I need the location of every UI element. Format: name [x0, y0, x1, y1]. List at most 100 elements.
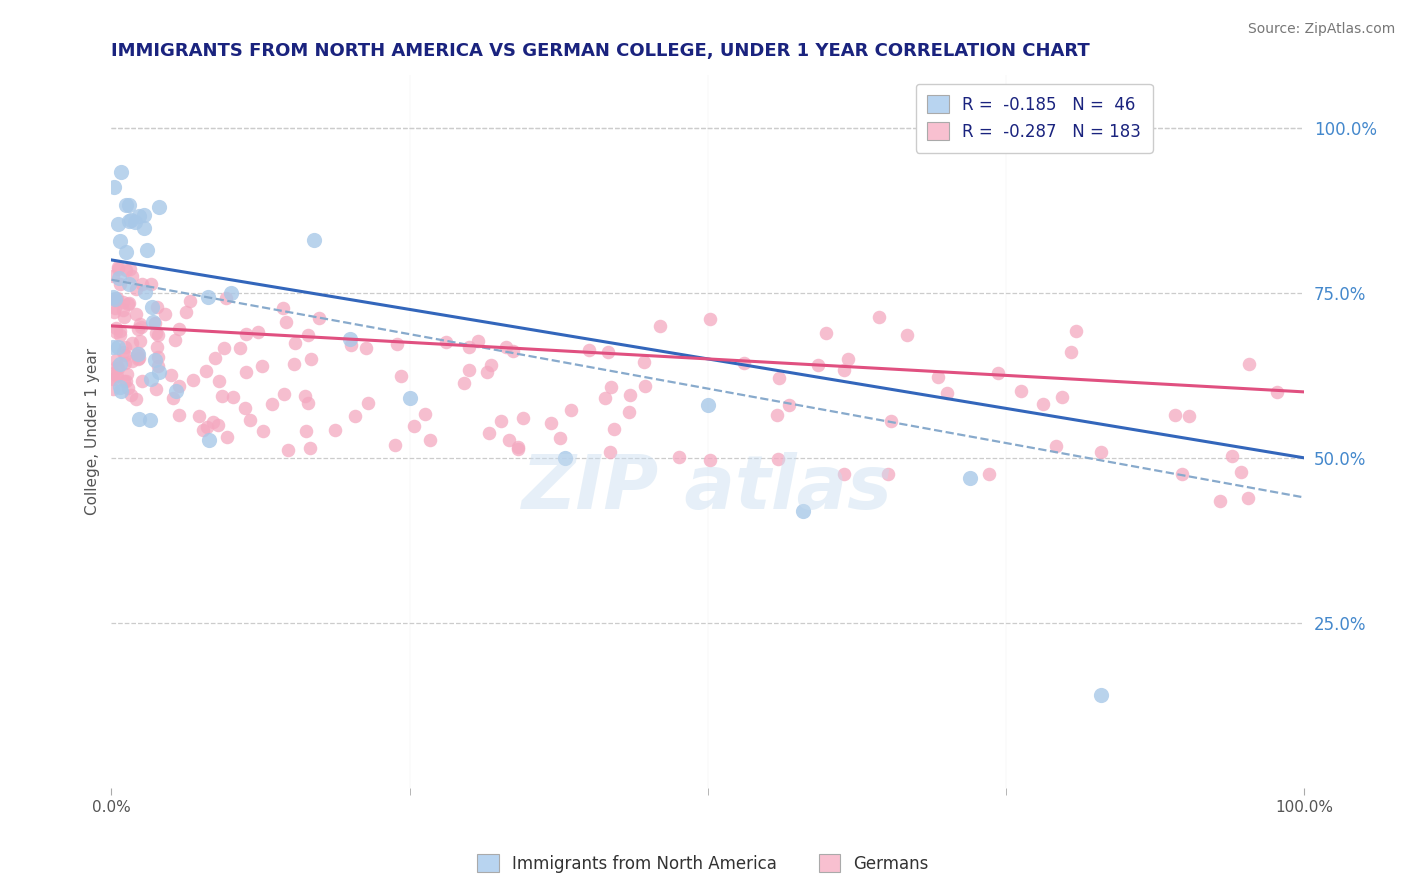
Point — [252, 425, 274, 439]
Point — [815, 326, 838, 341]
Point — [111, 295, 134, 310]
Point — [167, 408, 190, 422]
Point — [110, 324, 132, 338]
Point — [458, 340, 481, 354]
Point — [202, 415, 225, 429]
Point — [619, 388, 641, 402]
Point — [101, 340, 124, 354]
Point — [502, 344, 524, 359]
Point — [197, 290, 219, 304]
Point — [195, 364, 218, 378]
Point — [143, 316, 166, 330]
Point — [114, 244, 136, 259]
Point — [101, 372, 124, 386]
Point — [115, 263, 138, 277]
Point — [478, 426, 501, 441]
Point — [766, 451, 789, 466]
Point — [145, 382, 167, 396]
Point — [1236, 491, 1258, 505]
Point — [1171, 467, 1194, 482]
Point — [127, 322, 149, 336]
Point — [385, 337, 408, 351]
Point — [139, 277, 162, 291]
Legend: R =  -0.185   N =  46, R =  -0.287   N = 183: R = -0.185 N = 46, R = -0.287 N = 183 — [915, 84, 1153, 153]
Point — [273, 387, 295, 401]
Point — [120, 388, 142, 402]
Point — [308, 311, 330, 326]
Point — [1010, 384, 1032, 398]
Point — [896, 328, 918, 343]
Point — [179, 294, 201, 309]
Text: Source: ZipAtlas.com: Source: ZipAtlas.com — [1247, 22, 1395, 37]
Point — [398, 392, 420, 406]
Point — [107, 261, 129, 276]
Point — [419, 433, 441, 447]
Point — [121, 354, 143, 368]
Point — [880, 414, 903, 428]
Point — [1052, 390, 1074, 404]
Text: IMMIGRANTS FROM NORTH AMERICA VS GERMAN COLLEGE, UNDER 1 YEAR CORRELATION CHART: IMMIGRANTS FROM NORTH AMERICA VS GERMAN … — [111, 42, 1090, 60]
Point — [131, 374, 153, 388]
Point — [1032, 397, 1054, 411]
Point — [599, 379, 621, 393]
Point — [112, 374, 135, 388]
Point — [458, 363, 481, 377]
Point — [297, 328, 319, 343]
Point — [136, 244, 159, 258]
Point — [125, 282, 148, 296]
Point — [118, 295, 141, 310]
Point — [134, 208, 156, 222]
Point — [139, 372, 162, 386]
Point — [146, 301, 169, 315]
Point — [959, 470, 981, 484]
Point — [207, 417, 229, 432]
Point — [104, 352, 127, 367]
Point — [110, 384, 132, 398]
Point — [935, 385, 957, 400]
Point — [167, 379, 190, 393]
Point — [235, 365, 257, 379]
Point — [506, 442, 529, 456]
Point — [837, 351, 859, 366]
Point — [104, 301, 127, 316]
Point — [475, 365, 498, 379]
Point — [1230, 465, 1253, 479]
Point — [1178, 409, 1201, 424]
Point — [560, 402, 582, 417]
Point — [104, 293, 127, 308]
Point — [699, 312, 721, 326]
Point — [101, 369, 124, 384]
Point — [176, 305, 198, 319]
Point — [508, 440, 530, 454]
Point — [1164, 408, 1187, 422]
Point — [294, 389, 316, 403]
Point — [766, 408, 789, 422]
Point — [128, 209, 150, 223]
Point — [927, 370, 949, 384]
Point — [284, 335, 307, 350]
Point — [118, 277, 141, 291]
Point — [262, 396, 284, 410]
Point — [1090, 689, 1112, 703]
Point — [1064, 324, 1087, 338]
Point — [233, 401, 256, 416]
Point — [599, 445, 621, 459]
Point — [302, 233, 325, 247]
Point — [127, 347, 149, 361]
Point — [115, 368, 138, 382]
Point — [105, 321, 128, 335]
Point — [153, 308, 176, 322]
Point — [548, 431, 571, 445]
Point — [402, 419, 425, 434]
Point — [121, 269, 143, 284]
Point — [107, 260, 129, 274]
Point — [768, 371, 790, 385]
Point — [489, 414, 512, 428]
Point — [103, 180, 125, 194]
Point — [578, 343, 600, 358]
Point — [323, 423, 346, 437]
Point — [112, 310, 135, 325]
Point — [634, 379, 657, 393]
Point — [105, 359, 128, 373]
Point — [217, 430, 239, 444]
